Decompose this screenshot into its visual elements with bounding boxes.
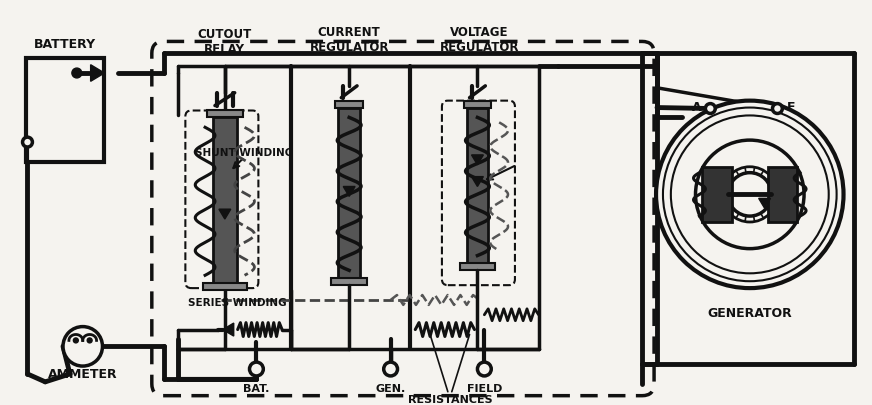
Polygon shape: [91, 66, 105, 82]
Circle shape: [656, 101, 843, 288]
Polygon shape: [472, 177, 483, 187]
Text: GEN.: GEN.: [376, 383, 405, 393]
Circle shape: [728, 173, 772, 217]
Circle shape: [722, 167, 778, 222]
Bar: [25, 59, 105, 162]
Bar: [460, 264, 495, 271]
Bar: [467, 108, 488, 266]
Bar: [336, 101, 363, 108]
Bar: [203, 284, 247, 290]
Circle shape: [63, 327, 103, 366]
Circle shape: [73, 338, 78, 343]
Bar: [213, 118, 236, 286]
Polygon shape: [344, 187, 355, 197]
Text: RESISTANCES: RESISTANCES: [407, 394, 492, 404]
Text: VOLTAGE
REGULATOR: VOLTAGE REGULATOR: [439, 26, 519, 53]
Polygon shape: [472, 156, 483, 165]
Circle shape: [671, 116, 828, 274]
Polygon shape: [219, 210, 231, 220]
Bar: [703, 167, 732, 222]
Bar: [338, 108, 360, 281]
Polygon shape: [223, 323, 234, 336]
Circle shape: [478, 362, 491, 376]
Text: BAT.: BAT.: [243, 383, 269, 393]
Text: F: F: [787, 101, 795, 114]
Text: SERIES WINDING: SERIES WINDING: [188, 297, 287, 307]
Circle shape: [72, 69, 82, 79]
Circle shape: [696, 141, 804, 249]
Text: GENERATOR: GENERATOR: [707, 306, 792, 319]
Bar: [207, 110, 242, 118]
Circle shape: [384, 362, 398, 376]
Bar: [331, 279, 367, 286]
Text: FIELD: FIELD: [467, 383, 502, 393]
Text: CURRENT
REGULATOR: CURRENT REGULATOR: [310, 26, 389, 53]
Text: A: A: [691, 101, 701, 114]
Circle shape: [87, 338, 92, 343]
Text: SHUNT WINDING: SHUNT WINDING: [195, 147, 294, 158]
Text: BATTERY: BATTERY: [34, 38, 96, 51]
Circle shape: [773, 104, 782, 114]
Bar: [767, 167, 797, 222]
Polygon shape: [759, 199, 771, 209]
Circle shape: [249, 362, 263, 376]
Bar: [464, 101, 491, 108]
Circle shape: [705, 104, 715, 114]
Circle shape: [663, 108, 836, 281]
Text: CUTOUT
RELAY: CUTOUT RELAY: [198, 28, 252, 55]
Text: AMMETER: AMMETER: [48, 368, 118, 381]
Circle shape: [23, 138, 32, 148]
